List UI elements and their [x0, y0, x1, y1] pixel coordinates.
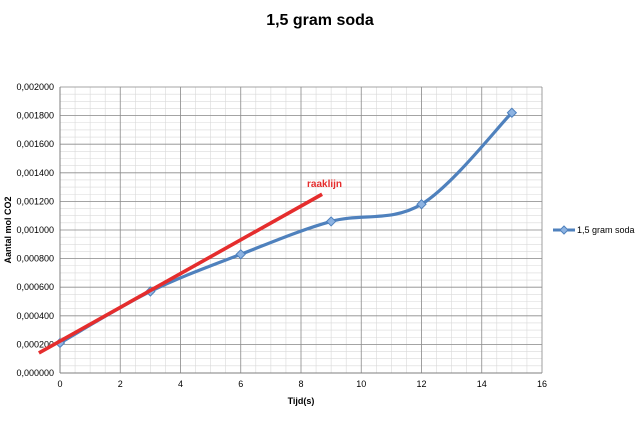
x-tick-label: 0 — [57, 379, 62, 389]
chart-title: 1,5 gram soda — [266, 12, 374, 29]
y-tick-label: 0,002000 — [16, 82, 54, 92]
x-tick-label: 14 — [477, 379, 487, 389]
data-point-marker — [416, 199, 427, 210]
y-tick-label: 0,000600 — [16, 282, 54, 292]
data-point-marker — [325, 216, 337, 227]
x-tick-label: 6 — [238, 379, 243, 389]
x-axis-label: Tijd(s) — [288, 396, 315, 406]
x-tick-label: 2 — [118, 379, 123, 389]
x-tick-label: 4 — [178, 379, 183, 389]
x-tick-label: 16 — [537, 379, 547, 389]
y-tick-label: 0,001000 — [16, 225, 54, 235]
x-tick-label: 8 — [298, 379, 303, 389]
legend-marker — [559, 225, 569, 235]
y-tick-label: 0,001200 — [16, 196, 54, 206]
tangent-line — [38, 192, 323, 355]
y-tick-label: 0,000800 — [16, 254, 54, 264]
data-point-marker — [235, 249, 246, 260]
x-tick-label: 10 — [356, 379, 366, 389]
legend-label: 1,5 gram soda — [577, 225, 635, 235]
y-tick-label: 0,000000 — [16, 368, 54, 378]
y-axis-label: Aantal mol CO2 — [3, 196, 13, 263]
tangent-label: raaklijn — [307, 179, 342, 190]
data-point-marker — [506, 107, 518, 118]
y-tick-label: 0,000400 — [16, 311, 54, 321]
y-tick-label: 0,001800 — [16, 111, 54, 121]
y-tick-label: 0,000200 — [16, 339, 54, 349]
x-tick-label: 12 — [416, 379, 426, 389]
y-tick-label: 0,001400 — [16, 168, 54, 178]
y-tick-label: 0,001600 — [16, 139, 54, 149]
